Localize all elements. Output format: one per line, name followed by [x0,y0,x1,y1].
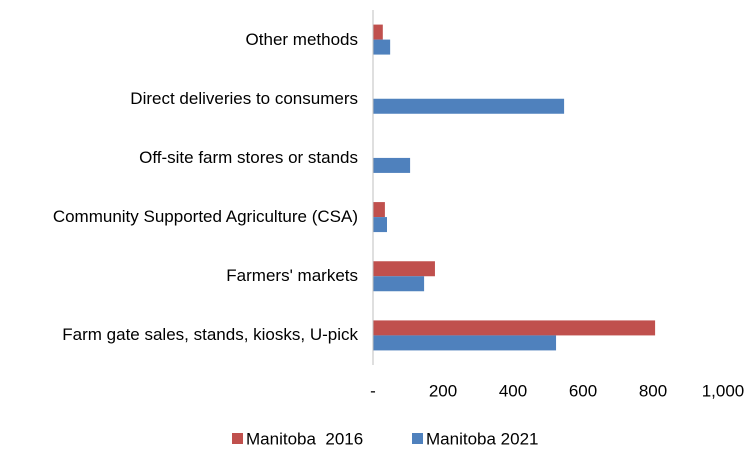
y-tick-label: Off-site farm stores or stands [139,147,358,167]
bar [373,202,385,218]
bar [373,335,557,351]
bar [373,276,425,292]
bar [373,157,411,173]
bar [373,39,391,55]
x-tick-label: 600 [569,381,597,400]
bar [373,24,383,40]
bar [373,261,435,277]
y-tick-label: Community Supported Agriculture (CSA) [52,207,358,227]
legend-label: Manitoba 2016 [246,429,363,448]
legend-label: Manitoba 2021 [426,429,538,448]
x-tick-label: - [370,381,376,400]
bar [373,217,387,233]
bar [373,98,565,114]
x-tick-label: 400 [499,381,527,400]
legend-swatch [232,433,243,444]
x-tick-label: 200 [429,381,457,400]
x-tick-label: 800 [639,381,667,400]
y-tick-label: Other methods [245,29,358,49]
x-tick-label: 1,000 [702,381,745,400]
y-tick-label: Direct deliveries to consumers [130,88,358,108]
y-tick-label: Farmers' markets [226,266,358,286]
y-tick-label: Farm gate sales, stands, kiosks, U-pick [62,325,358,345]
legend-swatch [412,433,423,444]
bar [373,320,656,336]
